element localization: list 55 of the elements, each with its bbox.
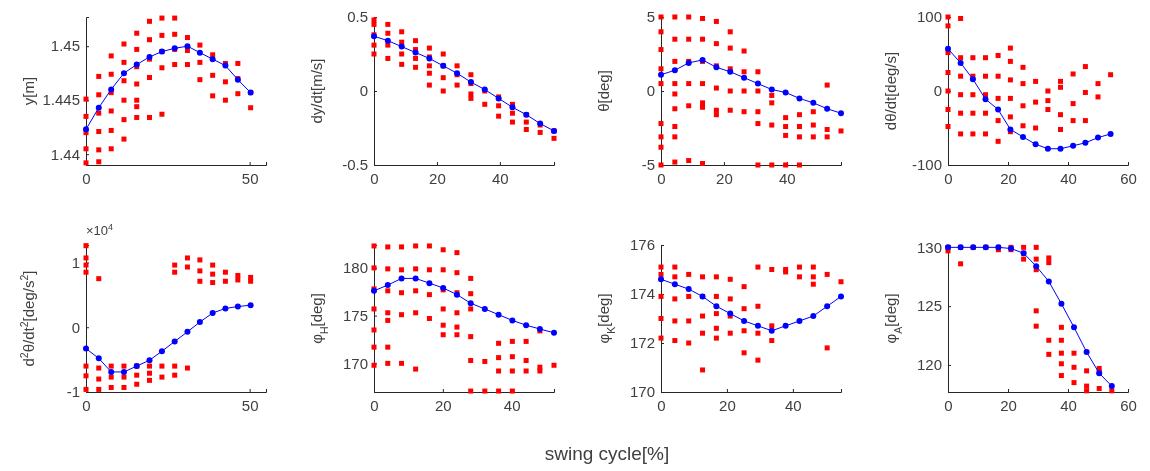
x-tick-label: 20 xyxy=(1000,396,1017,414)
y-tick-label: 175 xyxy=(342,306,368,324)
x-tick-label: 20 xyxy=(434,396,452,414)
x-tick-label: 60 xyxy=(1120,396,1137,414)
x-axis-title: swing cycle[%] xyxy=(544,443,670,464)
x-tick-label: 20 xyxy=(716,169,733,187)
y-tick-label: 174 xyxy=(629,285,655,303)
y-tick-label: -5 xyxy=(641,156,655,174)
x-tick-label: 40 xyxy=(779,169,796,187)
y-tick-label: 130 xyxy=(916,238,942,256)
y-tick-label: 1.445 xyxy=(42,91,80,109)
y-tick-label: 1.45 xyxy=(50,37,80,55)
y-axis-title: dθ/dt[deg/s] xyxy=(882,51,899,131)
x-tick-label: 20 xyxy=(1000,169,1017,187)
y-tick-label: 170 xyxy=(342,354,368,372)
x-tick-label: 0 xyxy=(82,396,91,414)
y-tick-label: 0.5 xyxy=(347,8,368,26)
y-tick-label: 125 xyxy=(916,297,942,315)
y-tick-label: -1 xyxy=(66,383,80,401)
x-tick-label: 0 xyxy=(944,169,953,187)
y-tick-label: 172 xyxy=(629,334,655,352)
x-tick-label: 40 xyxy=(492,169,509,187)
y-tick-label: -100 xyxy=(911,156,942,174)
y-axis-title: θ[deg] xyxy=(595,70,612,112)
x-tick-label: 0 xyxy=(657,169,666,187)
y-tick-label: 1 xyxy=(71,253,80,271)
y-tick-label: 0 xyxy=(646,82,655,100)
y-axis-title: y[m] xyxy=(20,76,37,106)
x-tick-label: 0 xyxy=(370,396,379,414)
x-tick-label: 60 xyxy=(1120,169,1137,187)
text: ×10$^{4}$ xyxy=(86,222,114,238)
x-tick-label: 0 xyxy=(370,169,379,187)
x-tick-label: 40 xyxy=(1060,169,1077,187)
x-tick-label: 0 xyxy=(944,396,953,414)
x-tick-label: 40 xyxy=(1060,396,1077,414)
y-tick-label: 0 xyxy=(71,318,80,336)
y-tick-label: 5 xyxy=(646,8,655,26)
x-tick-label: 50 xyxy=(241,396,259,414)
y-tick-label: 0 xyxy=(359,82,368,100)
x-tick-label: 50 xyxy=(241,169,259,187)
x-tick-label: 40 xyxy=(503,396,521,414)
y-tick-label: 120 xyxy=(916,356,942,374)
y-tick-label: 180 xyxy=(342,259,368,277)
y-tick-label: 100 xyxy=(916,8,942,26)
y-tick-label: 176 xyxy=(629,236,655,254)
y-tick-label: 0 xyxy=(933,82,942,100)
x-tick-label: 0 xyxy=(82,169,91,187)
y-tick-label: -0.5 xyxy=(342,156,368,174)
x-tick-label: 20 xyxy=(429,169,446,187)
x-tick-label: 40 xyxy=(785,396,802,414)
y-tick-label: 1.44 xyxy=(50,145,80,163)
x-tick-label: 0 xyxy=(657,396,666,414)
y-axis-title: dy/dt[m/s] xyxy=(308,58,325,124)
y-tick-label: 170 xyxy=(629,383,655,401)
x-tick-label: 20 xyxy=(719,396,736,414)
